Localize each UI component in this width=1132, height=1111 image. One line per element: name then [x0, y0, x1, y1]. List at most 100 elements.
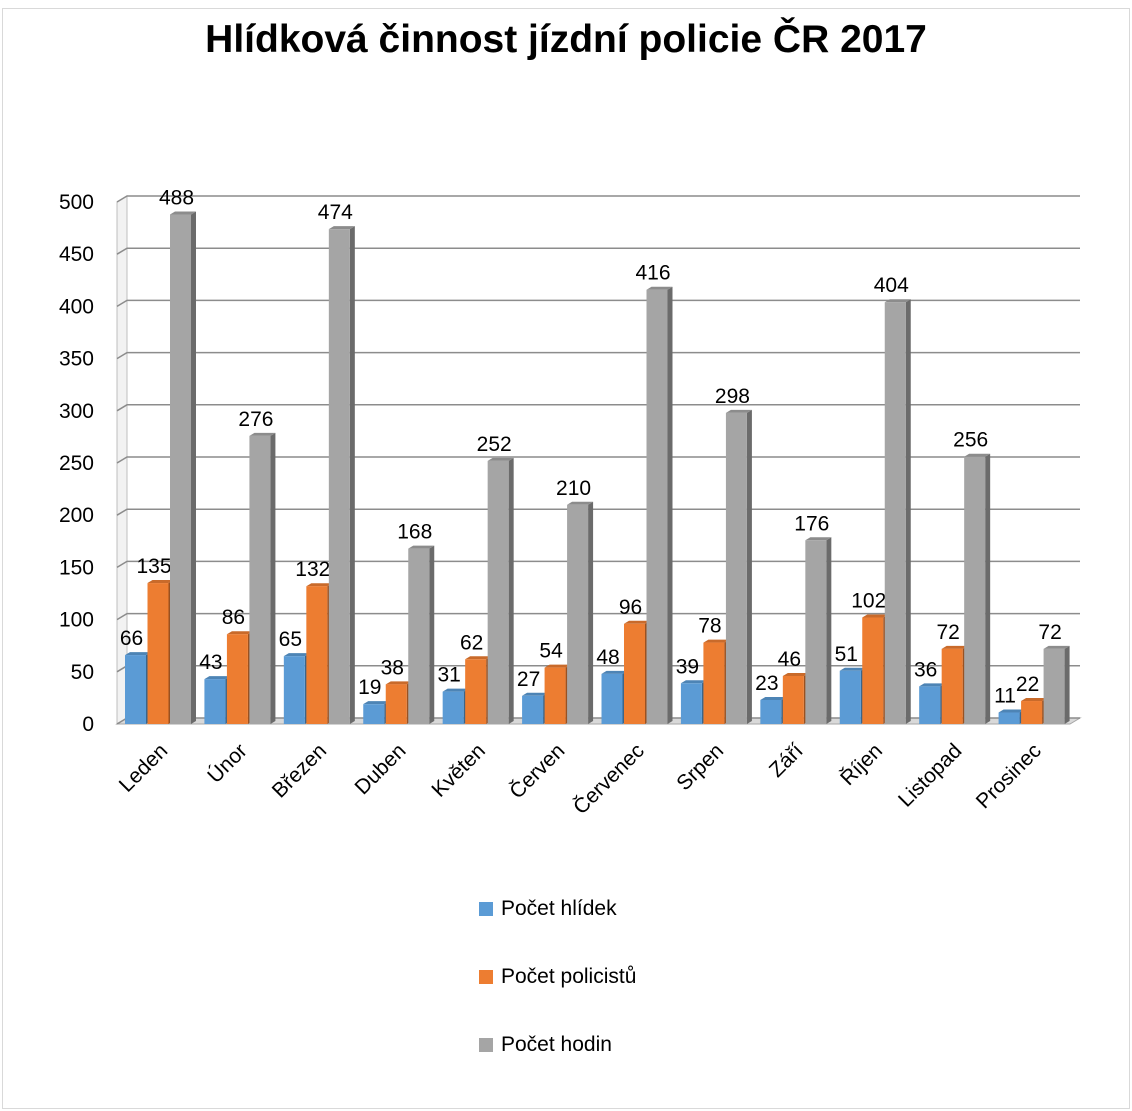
bar [465, 659, 487, 724]
bar-top [544, 664, 571, 668]
bar-top [522, 692, 549, 696]
y-tick-label: 100 [59, 609, 94, 632]
bar [1043, 648, 1065, 724]
bar-top [839, 667, 866, 671]
bar-top [919, 683, 946, 687]
bar-top [249, 432, 276, 436]
bar-side [429, 545, 435, 724]
bar-top [283, 653, 310, 657]
data-label: 54 [539, 640, 563, 663]
bar-top [782, 672, 809, 676]
bar [544, 667, 566, 724]
data-label: 102 [851, 590, 886, 613]
bar [839, 670, 861, 724]
bar [328, 229, 350, 725]
y-tick-label: 350 [59, 348, 94, 371]
bar-top [1043, 645, 1070, 649]
bar-top [567, 501, 594, 505]
data-label: 27 [517, 668, 540, 691]
data-label: 39 [676, 655, 699, 678]
bar [919, 686, 941, 724]
y-tick-label: 500 [59, 191, 94, 214]
data-label: 72 [1038, 621, 1061, 644]
bar-top [964, 453, 991, 457]
bar [1021, 701, 1043, 724]
data-label: 86 [222, 606, 245, 629]
y-tick-label: 400 [59, 295, 94, 318]
legend-label-hodin: Počet hodin [501, 1033, 612, 1056]
bar [964, 456, 986, 724]
gridline [116, 351, 1080, 360]
bar [884, 302, 906, 724]
bar-top [884, 299, 911, 303]
bar-top [125, 652, 151, 656]
data-label: 256 [953, 429, 988, 452]
bar-chart: 0 50 100 150 200 250 300 350 400 450 500 66 135 488 Le… [59, 187, 1082, 819]
y-tick-label: 200 [59, 504, 94, 527]
gridline [116, 508, 1080, 516]
data-label: 62 [460, 631, 483, 654]
gridline [116, 404, 1080, 412]
bar [941, 648, 963, 724]
bar-side [746, 409, 752, 724]
bar-top [601, 670, 628, 674]
y-tick-label: 300 [59, 400, 94, 423]
bar [125, 655, 146, 724]
bar [680, 683, 702, 724]
legend-item-hlidek: Počet hlídek [479, 897, 636, 920]
gridline [116, 612, 1080, 621]
data-label: 23 [755, 672, 778, 695]
data-label: 46 [778, 648, 801, 671]
x-tick-label: Září [765, 739, 808, 782]
bar-side [985, 453, 991, 724]
bar-side [667, 286, 673, 724]
bar-top [442, 688, 469, 692]
bar [998, 712, 1020, 724]
bar [385, 684, 407, 724]
data-label: 11 [994, 685, 1016, 708]
legend-swatch-hodin [479, 1038, 493, 1052]
legend-label-hlidek: Počet hlídek [501, 897, 617, 920]
chart-title: Hlídková činnost jízdní policie ČR 2017 [205, 18, 927, 61]
bar-top [624, 620, 650, 624]
bar [226, 634, 248, 724]
data-label: 96 [619, 596, 642, 619]
bar [306, 586, 328, 724]
bar [442, 691, 464, 724]
bar [646, 289, 668, 724]
gridline [116, 560, 1080, 569]
bar-top [725, 409, 752, 413]
x-tick-label: Březen [268, 739, 331, 802]
legend-item-hodin: Počet hodin [479, 1033, 636, 1056]
data-label: 22 [1016, 673, 1039, 696]
bar [725, 412, 747, 724]
legend: Počet hlídek Počet policistů Počet hodin [479, 897, 637, 1102]
data-label: 43 [199, 651, 222, 674]
bar-top [306, 583, 333, 587]
data-label: 78 [698, 615, 721, 638]
data-label: 19 [358, 676, 381, 699]
bar [703, 642, 725, 724]
x-tick-label: Červen [505, 739, 569, 803]
bar-top [703, 639, 730, 643]
x-tick-label: Červenec [569, 739, 649, 819]
bar-side [191, 211, 196, 724]
bar [487, 460, 509, 724]
data-label: 474 [318, 201, 353, 224]
bar [805, 540, 827, 724]
x-tick-label: Květen [427, 739, 490, 802]
bar-top [226, 631, 253, 635]
x-tick-label: Únor [203, 739, 251, 787]
gridline [116, 456, 1080, 464]
legend-item-policistu: Počet policistů [479, 965, 637, 988]
y-tick-label: 150 [59, 556, 94, 579]
data-label: 51 [835, 643, 858, 666]
data-label: 38 [381, 656, 404, 679]
x-tick-label: Říjen [836, 739, 887, 790]
legend-label-policistu: Počet policistů [501, 965, 637, 988]
bar [782, 675, 804, 724]
bar-top [941, 645, 968, 649]
bar-side [588, 501, 594, 724]
bar-top [998, 709, 1025, 713]
x-tick-label: Srpen [672, 739, 728, 795]
